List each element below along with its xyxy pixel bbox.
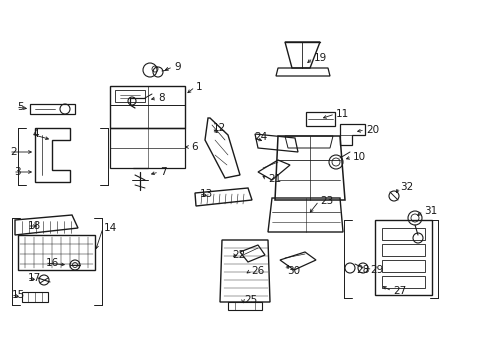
Text: 22: 22 [231, 250, 245, 260]
Text: 19: 19 [313, 53, 326, 63]
Text: 9: 9 [174, 62, 180, 72]
Text: 15: 15 [12, 290, 25, 300]
Text: 10: 10 [352, 152, 366, 162]
Text: 16: 16 [46, 258, 59, 268]
Text: 28: 28 [355, 265, 368, 275]
Text: 13: 13 [200, 189, 213, 199]
Text: 6: 6 [191, 142, 197, 152]
Text: 21: 21 [267, 174, 281, 184]
Text: 27: 27 [392, 286, 406, 296]
Text: 24: 24 [253, 132, 267, 142]
Text: 11: 11 [335, 109, 348, 119]
Text: 5: 5 [17, 102, 23, 112]
Text: 14: 14 [104, 223, 117, 233]
Text: 18: 18 [28, 221, 41, 231]
Text: 30: 30 [286, 266, 300, 276]
Text: 20: 20 [365, 125, 378, 135]
Text: 3: 3 [14, 167, 20, 177]
Text: 17: 17 [28, 273, 41, 283]
Text: 12: 12 [213, 123, 226, 133]
Text: 26: 26 [250, 266, 264, 276]
Text: 7: 7 [160, 167, 166, 177]
Text: 31: 31 [423, 206, 436, 216]
Text: 8: 8 [158, 93, 164, 103]
Text: 1: 1 [196, 82, 202, 92]
Text: 25: 25 [244, 295, 257, 305]
Text: 29: 29 [369, 265, 383, 275]
Text: 2: 2 [10, 147, 17, 157]
Text: 23: 23 [319, 196, 332, 206]
Text: 32: 32 [399, 182, 412, 192]
Text: 4: 4 [32, 129, 39, 139]
